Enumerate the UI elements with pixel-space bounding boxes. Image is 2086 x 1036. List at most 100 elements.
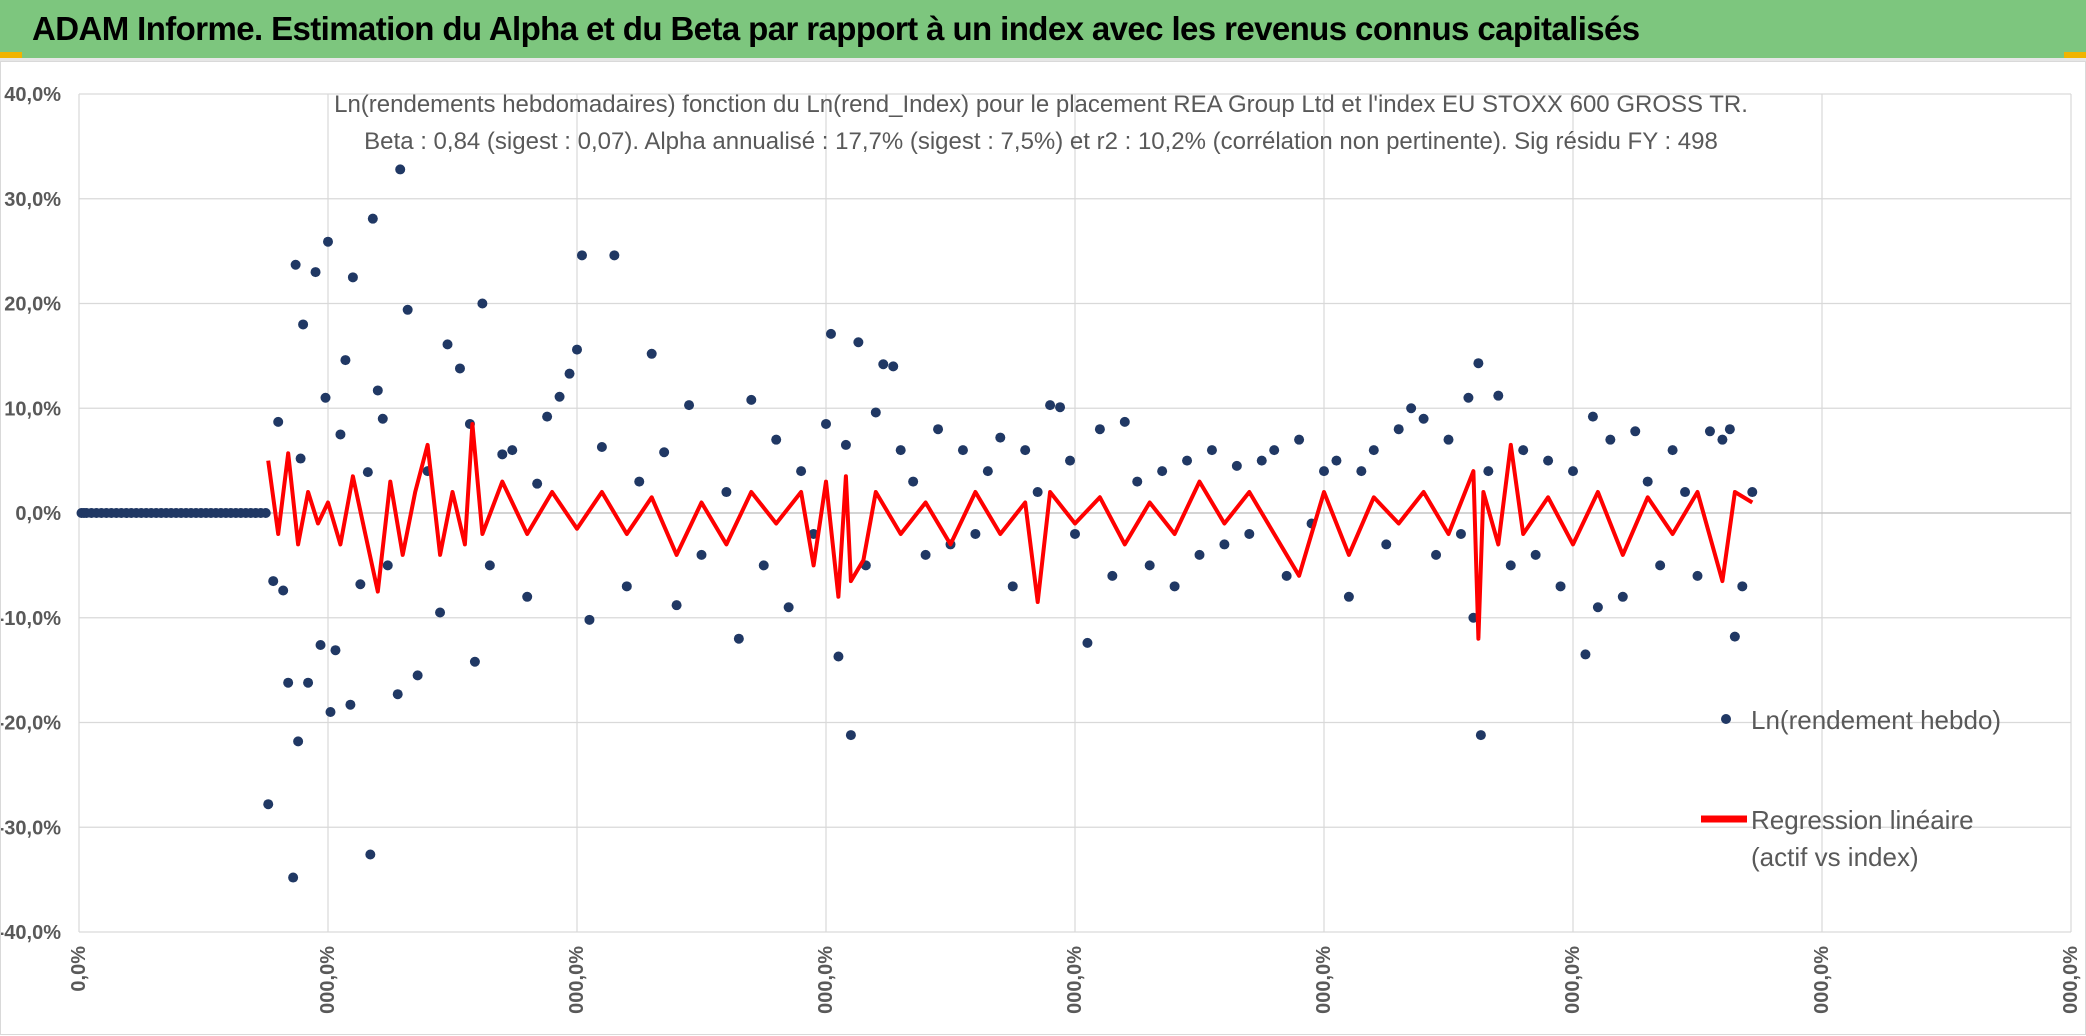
scatter-point (1032, 487, 1043, 498)
scatter-point (878, 359, 889, 370)
scatter-point (1393, 424, 1404, 435)
scatter-point (1667, 445, 1678, 456)
scatter-point (659, 447, 670, 458)
scatter-point (1331, 455, 1342, 466)
scatter-point (320, 392, 331, 403)
scatter-point (454, 363, 465, 374)
scatter-point (522, 591, 533, 602)
scatter-point (1119, 416, 1130, 427)
scatter-point (1157, 466, 1168, 477)
scatter-point (1493, 390, 1504, 401)
scatter-point (372, 385, 383, 396)
scatter-point (970, 528, 981, 539)
scatter-point (1505, 560, 1516, 571)
scatter-point (576, 250, 587, 261)
scatter-point (1431, 549, 1442, 560)
scatter-point (733, 633, 744, 644)
y-tick-label: -40,0% (1, 922, 61, 944)
scatter-point (335, 429, 346, 440)
scatter-point (1368, 445, 1379, 456)
scatter-point (1007, 581, 1018, 592)
scatter-point (1381, 539, 1392, 550)
scatter-point (1269, 445, 1280, 456)
scatter-point (507, 445, 518, 456)
corner-marker-top-right (2064, 52, 2086, 58)
scatter-point (315, 639, 326, 650)
chart-area: Ln(rendements hebdomadaires) fonction du… (0, 61, 2086, 1035)
scatter-point (721, 487, 732, 498)
corner-marker-top-left (0, 52, 22, 58)
scatter-point (469, 656, 480, 667)
scatter-point (1543, 455, 1554, 466)
x-tick-label: 000,0% (815, 946, 837, 1014)
scatter-point (412, 670, 423, 681)
scatter-point (621, 581, 632, 592)
x-tick-label: 000,0% (566, 946, 588, 1014)
scatter-point (283, 677, 294, 688)
scatter-point (355, 579, 366, 590)
scatter-point (870, 407, 881, 418)
scatter-point (330, 645, 341, 656)
scatter-point (1455, 528, 1466, 539)
scatter-point (1692, 570, 1703, 581)
scatter-point (1483, 466, 1494, 477)
scatter-point (295, 453, 306, 464)
scatter-point (1169, 581, 1180, 592)
scatter-point (554, 391, 565, 402)
scatter-point (1256, 455, 1267, 466)
scatter-point (845, 730, 856, 741)
scatter-point (347, 272, 358, 283)
scatter-point (1294, 434, 1305, 445)
scatter-point (532, 478, 543, 489)
y-tick-label: -10,0% (1, 608, 61, 630)
scatter-point (783, 602, 794, 613)
scatter-point (477, 298, 488, 309)
legend: Ln(rendement hebdo) Regression linéaire … (1701, 705, 2001, 872)
regression-line (266, 422, 1754, 641)
scatter-point (442, 339, 453, 350)
scatter-point (288, 872, 299, 883)
scatter-point (435, 607, 446, 618)
scatter-point (1281, 570, 1292, 581)
scatter-point (290, 259, 301, 270)
y-tick-label: -20,0% (1, 713, 61, 735)
scatter-point (1737, 581, 1748, 592)
y-tick-label: 20,0% (4, 294, 61, 316)
y-tick-label: 40,0% (4, 84, 61, 106)
scatter-point (684, 400, 695, 411)
legend-label-regression: Regression linéaire (1751, 805, 1974, 835)
scatter-point (1729, 631, 1740, 642)
scatter-point (340, 355, 351, 366)
scatter-point (273, 416, 284, 427)
scatter-point (1182, 455, 1193, 466)
scatter-point (957, 445, 968, 456)
scatter-point (1319, 466, 1329, 477)
scatter-point (853, 337, 864, 348)
scatter-point (325, 707, 336, 718)
scatter-point (1580, 649, 1591, 660)
scatter-point (1194, 549, 1205, 560)
x-tick-label: 000,0% (1313, 946, 1335, 1014)
scatter-point (596, 442, 607, 453)
scatter-series (76, 164, 1758, 883)
scatter-point (497, 449, 508, 460)
scatter-point (982, 466, 993, 477)
scatter-point (1418, 413, 1429, 424)
scatter-point (833, 651, 844, 662)
y-tick-label: 30,0% (4, 189, 61, 211)
scatter-point (365, 849, 376, 860)
x-tick-label: 000,0% (1562, 946, 1584, 1014)
scatter-point (1206, 445, 1217, 456)
scatter-point (1082, 637, 1093, 648)
scatter-point (1704, 426, 1715, 437)
scatter-point (920, 549, 931, 560)
scatter-point (345, 699, 356, 710)
legend-marker-scatter (1721, 714, 1731, 724)
scatter-point (1724, 424, 1735, 435)
scatter-point (758, 560, 769, 571)
scatter-point (1473, 358, 1484, 369)
scatter-point (303, 677, 314, 688)
scatter-point (1518, 445, 1529, 456)
scatter-point (1219, 539, 1230, 550)
